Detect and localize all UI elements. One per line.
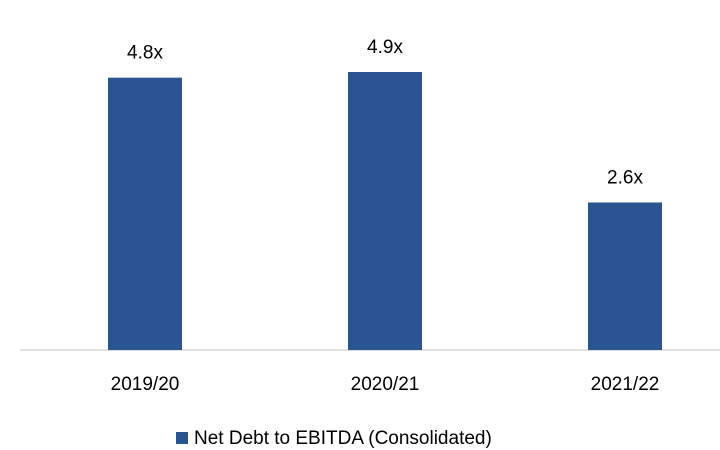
data-label: 4.9x bbox=[367, 37, 403, 58]
x-tick-label: 2020/21 bbox=[351, 374, 420, 395]
data-label: 2.6x bbox=[607, 168, 643, 189]
legend-label: Net Debt to EBITDA (Consolidated) bbox=[194, 428, 492, 449]
x-tick-label: 2019/20 bbox=[111, 374, 180, 395]
x-tick-label: 2021/22 bbox=[591, 374, 660, 395]
bar bbox=[588, 202, 662, 350]
data-label: 4.8x bbox=[127, 43, 163, 64]
legend-swatch bbox=[176, 432, 188, 444]
bar bbox=[108, 77, 182, 351]
bar bbox=[348, 72, 422, 350]
